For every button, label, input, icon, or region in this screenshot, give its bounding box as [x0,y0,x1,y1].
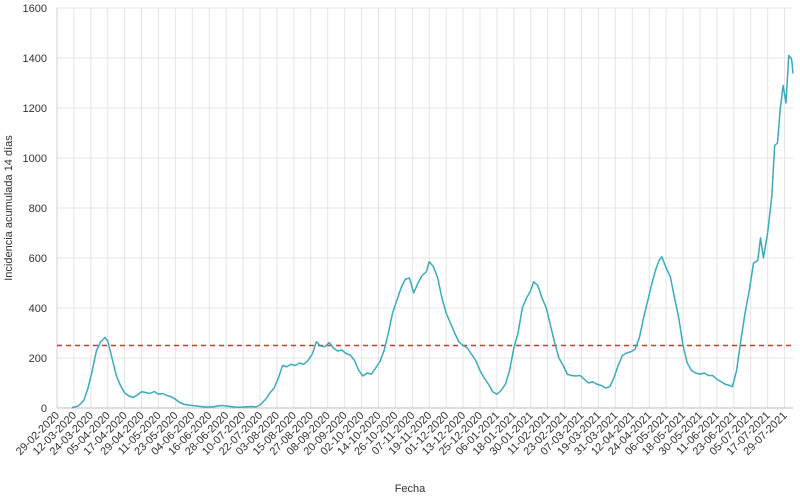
x-axis-title: Fecha [395,483,426,495]
y-tick-label: 200 [29,353,47,365]
series-line [71,54,794,409]
y-tick-label: 1000 [23,153,47,165]
y-axis-title: Incidencia acumulada 14 días [3,135,15,281]
y-tick-label: 600 [29,253,47,265]
y-tick-label: 1200 [23,103,47,115]
series-group [71,54,794,409]
grid [56,7,793,409]
x-tick-labels: 29-02-202012-03-202024-03-202005-04-2020… [14,410,790,458]
y-tick-label: 400 [29,303,47,315]
y-tick-label: 1400 [23,53,47,65]
y-tick-label: 0 [41,403,47,415]
y-tick-label: 800 [29,203,47,215]
axes [56,8,793,409]
y-tick-label: 1600 [23,3,47,15]
y-tick-labels: 0 200 400 600 800 1000 1200 1400 1600 [23,3,47,415]
